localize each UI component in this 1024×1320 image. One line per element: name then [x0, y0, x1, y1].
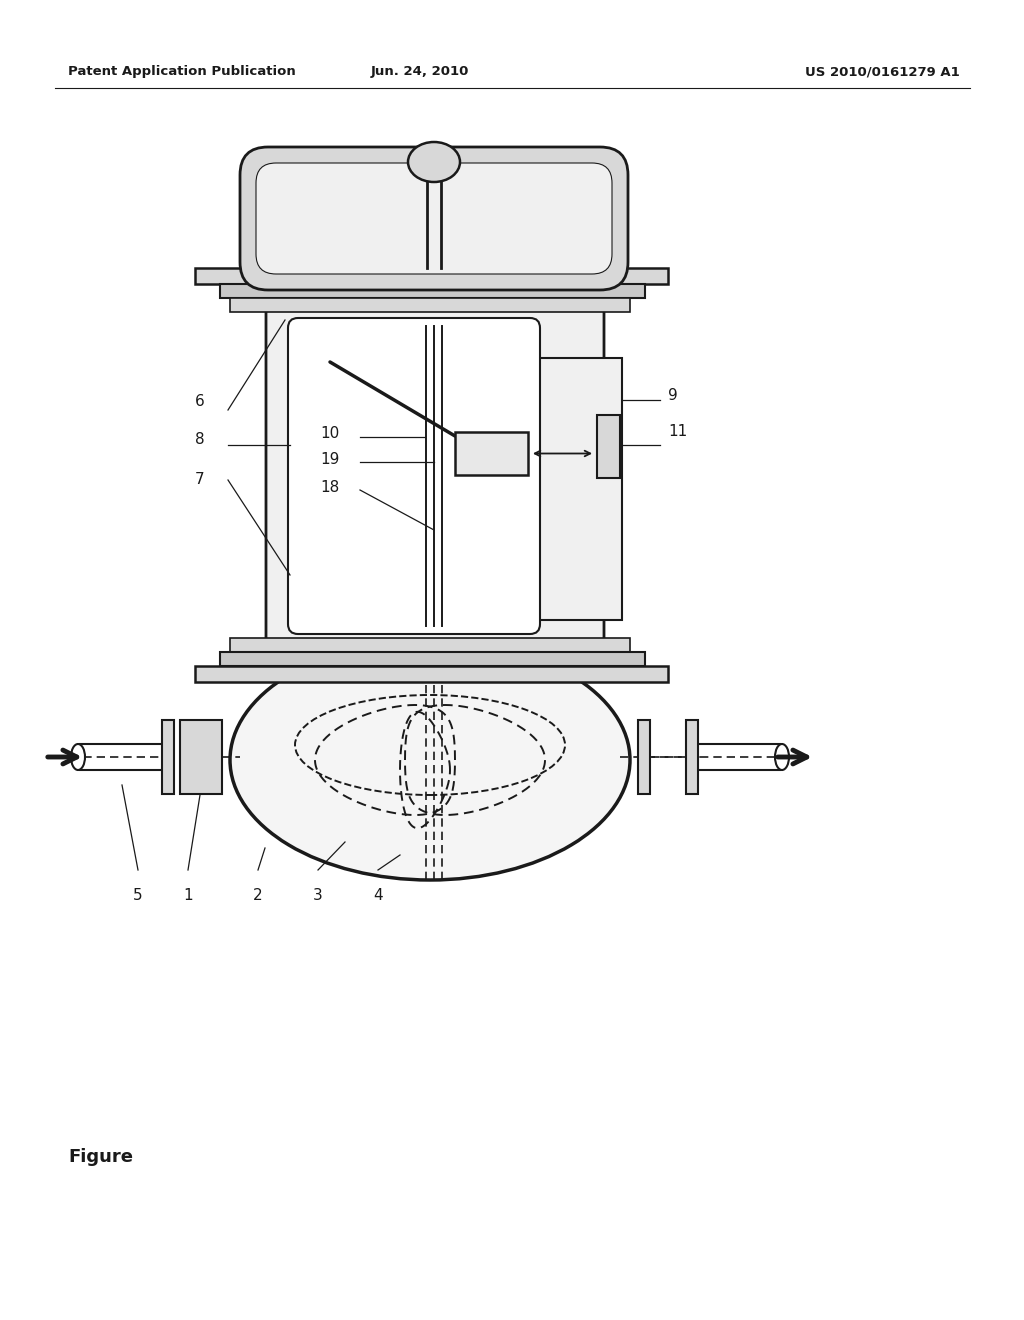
Text: 7: 7: [195, 473, 205, 487]
Text: 18: 18: [319, 480, 339, 495]
Bar: [530, 358, 622, 620]
Text: Figure: Figure: [68, 1148, 133, 1166]
Bar: [455, 432, 528, 475]
FancyBboxPatch shape: [256, 162, 612, 275]
Text: 8: 8: [195, 433, 205, 447]
Text: 5: 5: [133, 888, 142, 903]
Ellipse shape: [408, 143, 460, 182]
Bar: [638, 719, 650, 795]
Text: 1: 1: [183, 888, 193, 903]
Text: 2: 2: [253, 888, 263, 903]
Text: Jun. 24, 2010: Jun. 24, 2010: [371, 66, 469, 78]
Text: US 2010/0161279 A1: US 2010/0161279 A1: [805, 66, 961, 78]
Bar: [162, 719, 174, 795]
Bar: [230, 638, 630, 652]
Bar: [195, 268, 668, 284]
Text: 19: 19: [319, 453, 339, 467]
Bar: [195, 667, 668, 682]
Bar: [220, 652, 645, 667]
Text: 3: 3: [313, 888, 323, 903]
FancyBboxPatch shape: [266, 298, 604, 652]
Text: 6: 6: [195, 395, 205, 409]
Text: Patent Application Publication: Patent Application Publication: [68, 66, 296, 78]
Ellipse shape: [775, 744, 790, 770]
Bar: [220, 284, 645, 298]
Text: 10: 10: [319, 425, 339, 441]
Text: 9: 9: [668, 388, 678, 403]
Text: 11: 11: [668, 425, 687, 440]
Bar: [597, 414, 620, 478]
Ellipse shape: [230, 640, 630, 880]
Bar: [180, 719, 222, 795]
FancyBboxPatch shape: [288, 318, 540, 634]
Bar: [686, 719, 698, 795]
Bar: [230, 298, 630, 312]
FancyBboxPatch shape: [240, 147, 628, 290]
Text: 4: 4: [373, 888, 383, 903]
Ellipse shape: [71, 744, 85, 770]
